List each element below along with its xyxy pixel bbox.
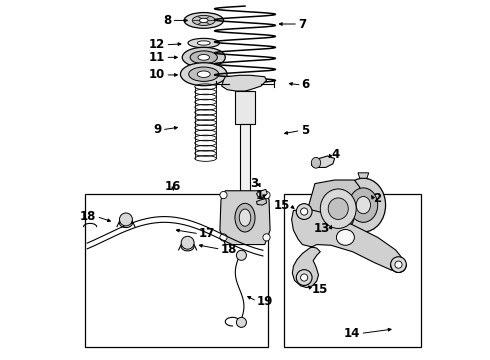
Ellipse shape bbox=[341, 178, 386, 232]
Text: 14: 14 bbox=[344, 327, 361, 340]
Ellipse shape bbox=[239, 209, 251, 226]
Ellipse shape bbox=[395, 261, 402, 268]
Polygon shape bbox=[235, 91, 255, 125]
Ellipse shape bbox=[198, 54, 210, 60]
Text: 1: 1 bbox=[256, 189, 264, 202]
Bar bbox=[285, 194, 421, 347]
Text: 6: 6 bbox=[302, 78, 310, 91]
Ellipse shape bbox=[190, 51, 218, 64]
Ellipse shape bbox=[184, 13, 223, 28]
Ellipse shape bbox=[197, 71, 210, 77]
Ellipse shape bbox=[220, 192, 227, 199]
Ellipse shape bbox=[296, 270, 312, 285]
Ellipse shape bbox=[236, 318, 246, 327]
Text: 10: 10 bbox=[149, 68, 166, 81]
Ellipse shape bbox=[337, 229, 354, 245]
Ellipse shape bbox=[189, 67, 219, 81]
Ellipse shape bbox=[236, 250, 246, 260]
Polygon shape bbox=[308, 180, 360, 238]
Text: 12: 12 bbox=[149, 38, 166, 51]
Polygon shape bbox=[220, 191, 270, 244]
Polygon shape bbox=[256, 189, 267, 197]
Text: 17: 17 bbox=[199, 227, 215, 240]
Ellipse shape bbox=[220, 234, 227, 241]
Ellipse shape bbox=[263, 192, 270, 199]
Text: 9: 9 bbox=[153, 123, 162, 136]
Ellipse shape bbox=[311, 157, 320, 168]
Text: 2: 2 bbox=[373, 192, 382, 205]
Polygon shape bbox=[221, 75, 267, 91]
Ellipse shape bbox=[296, 204, 312, 220]
Text: 13: 13 bbox=[314, 222, 330, 235]
Text: 18: 18 bbox=[80, 210, 97, 223]
Ellipse shape bbox=[356, 197, 370, 214]
Text: 5: 5 bbox=[300, 124, 309, 137]
Ellipse shape bbox=[120, 213, 132, 226]
Polygon shape bbox=[256, 199, 267, 205]
Polygon shape bbox=[292, 210, 403, 288]
Polygon shape bbox=[240, 125, 250, 191]
Ellipse shape bbox=[300, 274, 308, 281]
Text: 18: 18 bbox=[220, 243, 237, 256]
Ellipse shape bbox=[391, 257, 406, 273]
Ellipse shape bbox=[320, 189, 356, 228]
Ellipse shape bbox=[235, 203, 255, 232]
Polygon shape bbox=[311, 156, 335, 167]
Text: 11: 11 bbox=[149, 51, 166, 64]
Bar bbox=[85, 194, 269, 347]
Text: 4: 4 bbox=[331, 148, 339, 161]
Ellipse shape bbox=[197, 41, 210, 45]
Ellipse shape bbox=[188, 39, 220, 48]
Text: 15: 15 bbox=[273, 199, 290, 212]
Ellipse shape bbox=[300, 208, 308, 215]
Text: 15: 15 bbox=[311, 283, 328, 296]
Polygon shape bbox=[358, 173, 368, 178]
Text: 16: 16 bbox=[165, 180, 181, 193]
Ellipse shape bbox=[182, 47, 225, 67]
Ellipse shape bbox=[181, 236, 194, 249]
Text: 3: 3 bbox=[250, 177, 259, 190]
Ellipse shape bbox=[199, 18, 208, 23]
Text: 8: 8 bbox=[163, 14, 172, 27]
Ellipse shape bbox=[192, 15, 215, 26]
Text: 7: 7 bbox=[298, 18, 306, 31]
Ellipse shape bbox=[263, 234, 270, 241]
Text: 19: 19 bbox=[257, 295, 273, 308]
Ellipse shape bbox=[180, 63, 227, 86]
Ellipse shape bbox=[328, 198, 348, 220]
Ellipse shape bbox=[349, 188, 378, 222]
